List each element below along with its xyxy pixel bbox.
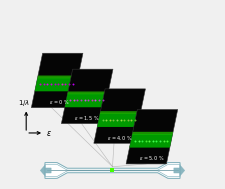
Polygon shape (40, 165, 51, 176)
Polygon shape (174, 165, 185, 176)
Text: $\varepsilon$ = 0 %: $\varepsilon$ = 0 % (49, 98, 70, 106)
Polygon shape (126, 109, 178, 164)
Polygon shape (45, 163, 180, 178)
Polygon shape (31, 53, 83, 108)
Polygon shape (94, 89, 145, 143)
Polygon shape (68, 91, 108, 94)
Polygon shape (37, 76, 78, 78)
Text: $\varepsilon$ = 1.5 %: $\varepsilon$ = 1.5 % (74, 114, 100, 122)
Polygon shape (100, 111, 141, 114)
Polygon shape (61, 69, 113, 124)
Polygon shape (65, 94, 108, 107)
Text: $\varepsilon$ = 4.0 %: $\varepsilon$ = 4.0 % (107, 134, 132, 142)
Polygon shape (129, 134, 173, 148)
Text: $\varepsilon$ = 5.0 %: $\varepsilon$ = 5.0 % (139, 154, 164, 162)
Text: $1/\lambda$: $1/\lambda$ (18, 98, 30, 108)
Polygon shape (35, 78, 78, 91)
Polygon shape (97, 113, 140, 127)
Text: $\varepsilon$: $\varepsilon$ (45, 129, 51, 138)
Polygon shape (132, 132, 173, 135)
